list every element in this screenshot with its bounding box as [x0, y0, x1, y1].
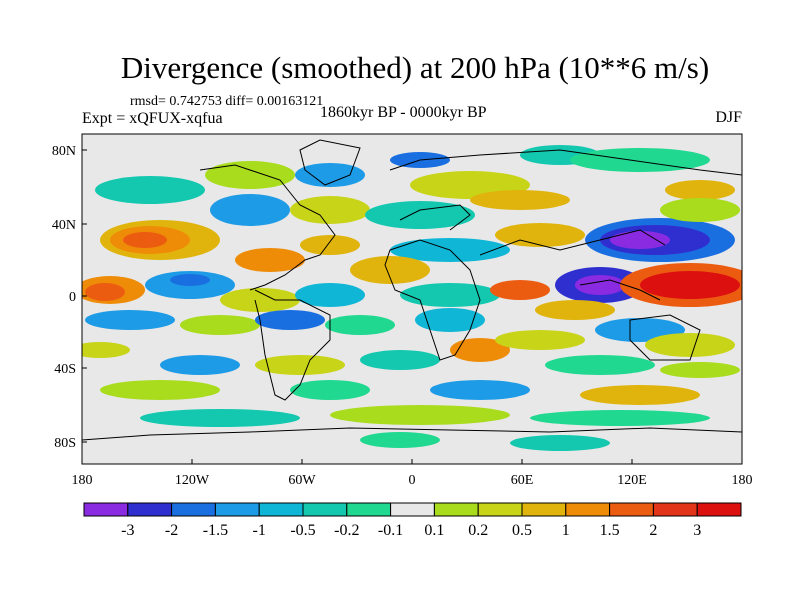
colorbar-label: -3 — [121, 522, 134, 539]
x-tick-label: 60E — [511, 473, 534, 488]
colorbar-box — [83, 502, 129, 517]
stats-text: rmsd= 0.742753 diff= 0.00163121 — [130, 94, 324, 109]
experiment-label: Expt = xQFUX-xqfua — [82, 110, 223, 127]
y-tick-label: 40N — [52, 218, 76, 233]
colorbar-box — [346, 502, 392, 517]
colorbar-box — [258, 502, 304, 517]
x-axis: 180 120W 60W 0 60E 120E 180 — [72, 459, 753, 488]
colorbar-label: -1 — [253, 522, 266, 539]
field-contours — [82, 145, 742, 451]
colorbar-boxes — [83, 502, 742, 517]
colorbar-box — [127, 502, 173, 517]
period-label: 1860kyr BP - 0000kyr BP — [320, 104, 487, 121]
colorbar-label: 2 — [649, 522, 657, 539]
colorbar-box — [696, 502, 742, 517]
x-tick-label: 180 — [72, 473, 93, 488]
season-label: DJF — [715, 109, 742, 126]
colorbar-label: 0.2 — [468, 522, 488, 539]
y-tick-label: 80N — [52, 144, 76, 159]
x-tick-label: 0 — [409, 473, 416, 488]
colorbar-label: 1 — [562, 522, 570, 539]
coastlines — [82, 139, 742, 441]
colorbar-label: -2 — [165, 522, 178, 539]
colorbar-label: 1.5 — [600, 522, 620, 539]
y-axis: 80N 40N 0 40S 80S — [52, 144, 87, 451]
x-tick-label: 120E — [617, 473, 647, 488]
x-tick-label: 120W — [175, 473, 210, 488]
colorbar-box — [652, 502, 698, 517]
colorbar-box — [565, 502, 611, 517]
colorbar-label: -0.5 — [290, 522, 315, 539]
colorbar-box — [609, 502, 654, 517]
colorbar-box — [390, 502, 435, 517]
y-tick-label: 40S — [54, 362, 76, 377]
colorbar-label: -0.2 — [334, 522, 359, 539]
colorbar-box — [214, 502, 260, 517]
y-tick-label: 80S — [54, 436, 76, 451]
colorbar-box — [171, 502, 216, 517]
x-tick-label: 180 — [732, 473, 753, 488]
colorbar-labels: -3 -2 -1.5 -1 -0.5 -0.2 -0.1 0.1 0.2 0.5 1 1.5 2 3 — [121, 522, 701, 539]
colorbar-label: 0.1 — [424, 522, 444, 539]
x-tick-label: 60W — [288, 473, 316, 488]
colorbar-label: 3 — [693, 522, 701, 539]
chart-title: Divergence (smoothed) at 200 hPa (10**6 … — [120, 50, 710, 85]
colorbar-box — [477, 502, 523, 517]
y-tick-label: 0 — [69, 290, 76, 305]
colorbar-box — [521, 502, 567, 517]
colorbar-label: -0.1 — [378, 522, 403, 539]
colorbar-label: -1.5 — [203, 522, 228, 539]
colorbar-box — [302, 502, 348, 517]
colorbar-label: 0.5 — [512, 522, 532, 539]
colorbar-box — [433, 502, 479, 517]
